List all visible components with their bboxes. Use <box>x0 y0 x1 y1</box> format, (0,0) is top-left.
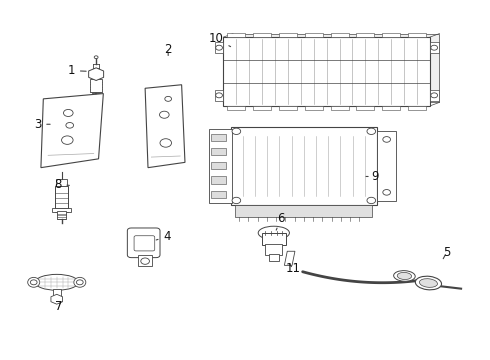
Bar <box>265 244 282 255</box>
Bar <box>138 255 152 266</box>
Bar <box>235 205 372 217</box>
Polygon shape <box>284 251 295 265</box>
Bar <box>53 289 61 296</box>
Circle shape <box>165 96 172 101</box>
Text: 8: 8 <box>54 178 70 191</box>
Circle shape <box>216 93 222 98</box>
Bar <box>231 127 377 205</box>
Bar <box>408 33 426 37</box>
Circle shape <box>62 136 73 144</box>
Circle shape <box>64 109 73 117</box>
Bar <box>382 106 400 110</box>
Polygon shape <box>51 294 63 304</box>
Bar <box>215 42 223 53</box>
FancyBboxPatch shape <box>127 228 160 258</box>
Bar <box>382 33 400 37</box>
Bar <box>56 179 67 186</box>
Text: 5: 5 <box>443 246 450 259</box>
Bar <box>211 148 226 155</box>
Circle shape <box>160 111 169 118</box>
Bar <box>211 162 226 170</box>
Polygon shape <box>233 33 440 102</box>
Bar <box>227 106 245 110</box>
Bar <box>253 33 271 37</box>
Text: 10: 10 <box>209 32 231 47</box>
Bar <box>430 90 439 100</box>
Circle shape <box>76 280 83 285</box>
Bar <box>430 42 439 53</box>
Circle shape <box>431 93 438 98</box>
Ellipse shape <box>393 271 415 281</box>
Bar <box>253 106 271 110</box>
Bar <box>90 79 102 92</box>
Bar <box>57 211 66 219</box>
Text: 6: 6 <box>276 212 285 230</box>
Bar <box>227 33 245 37</box>
Bar <box>356 106 374 110</box>
Circle shape <box>367 197 376 204</box>
Bar <box>215 90 223 100</box>
Polygon shape <box>89 68 103 81</box>
Circle shape <box>383 136 391 142</box>
Bar <box>211 190 226 198</box>
Text: 2: 2 <box>165 43 172 56</box>
Text: 11: 11 <box>286 262 300 275</box>
Text: 4: 4 <box>156 230 171 243</box>
Text: 3: 3 <box>34 118 50 131</box>
Bar <box>209 129 232 203</box>
Bar <box>55 186 68 212</box>
Circle shape <box>160 139 172 147</box>
Circle shape <box>66 122 74 128</box>
Ellipse shape <box>419 279 438 287</box>
Text: 7: 7 <box>55 300 62 313</box>
Polygon shape <box>223 37 430 106</box>
Bar <box>279 33 297 37</box>
Ellipse shape <box>258 226 290 240</box>
Bar <box>211 134 226 141</box>
FancyBboxPatch shape <box>134 236 155 251</box>
Text: 1: 1 <box>68 64 86 77</box>
Circle shape <box>94 56 98 59</box>
Bar <box>52 207 71 212</box>
Circle shape <box>141 258 149 264</box>
Bar <box>269 254 279 261</box>
Bar <box>356 33 374 37</box>
Ellipse shape <box>397 273 412 279</box>
Bar <box>331 33 348 37</box>
Circle shape <box>139 238 149 245</box>
Bar <box>408 106 426 110</box>
Ellipse shape <box>35 274 78 290</box>
Ellipse shape <box>74 277 86 287</box>
Bar <box>279 106 297 110</box>
Bar <box>262 233 286 245</box>
Circle shape <box>383 189 391 195</box>
Bar <box>211 176 226 184</box>
Circle shape <box>367 128 376 135</box>
Bar <box>305 33 323 37</box>
Polygon shape <box>41 94 103 168</box>
Circle shape <box>30 280 37 285</box>
Circle shape <box>232 197 241 204</box>
Bar <box>305 106 323 110</box>
Bar <box>377 131 396 201</box>
Circle shape <box>431 45 438 50</box>
Circle shape <box>216 45 222 50</box>
Circle shape <box>232 128 241 135</box>
Text: 9: 9 <box>366 170 378 183</box>
Polygon shape <box>145 85 185 168</box>
Ellipse shape <box>28 277 40 287</box>
Bar <box>331 106 348 110</box>
Ellipse shape <box>416 276 441 290</box>
